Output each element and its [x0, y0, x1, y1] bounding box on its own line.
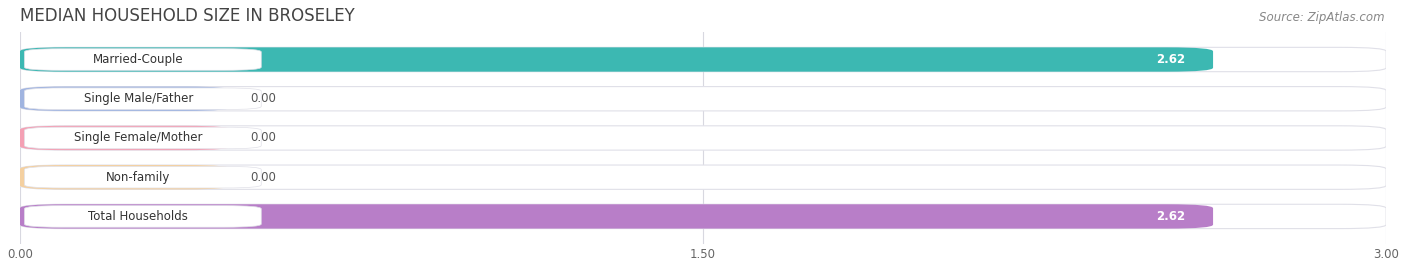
Text: Source: ZipAtlas.com: Source: ZipAtlas.com [1260, 11, 1385, 24]
FancyBboxPatch shape [20, 165, 232, 189]
FancyBboxPatch shape [20, 204, 1213, 229]
FancyBboxPatch shape [20, 87, 232, 111]
FancyBboxPatch shape [20, 165, 1386, 189]
FancyBboxPatch shape [24, 206, 262, 227]
FancyBboxPatch shape [20, 87, 1386, 111]
Text: Total Households: Total Households [89, 210, 188, 223]
FancyBboxPatch shape [20, 126, 1386, 150]
Text: MEDIAN HOUSEHOLD SIZE IN BROSELEY: MEDIAN HOUSEHOLD SIZE IN BROSELEY [20, 7, 354, 25]
Text: Married-Couple: Married-Couple [93, 53, 184, 66]
FancyBboxPatch shape [20, 47, 1213, 72]
FancyBboxPatch shape [20, 126, 232, 150]
FancyBboxPatch shape [24, 88, 262, 110]
FancyBboxPatch shape [20, 204, 1386, 229]
Text: Single Male/Father: Single Male/Father [83, 92, 193, 105]
FancyBboxPatch shape [20, 47, 1386, 72]
Text: 0.00: 0.00 [250, 171, 276, 184]
Text: 0.00: 0.00 [250, 92, 276, 105]
Text: Single Female/Mother: Single Female/Mother [75, 132, 202, 144]
FancyBboxPatch shape [24, 166, 262, 188]
Text: Non-family: Non-family [105, 171, 170, 184]
FancyBboxPatch shape [24, 127, 262, 149]
Text: 2.62: 2.62 [1157, 210, 1185, 223]
Text: 0.00: 0.00 [250, 132, 276, 144]
Text: 2.62: 2.62 [1157, 53, 1185, 66]
FancyBboxPatch shape [24, 49, 262, 70]
